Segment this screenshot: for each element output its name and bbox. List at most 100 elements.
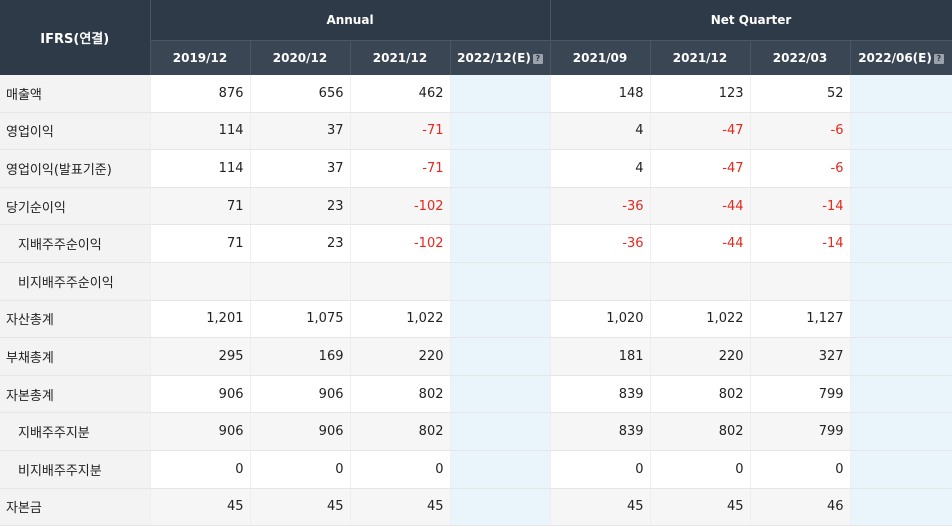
value-cell: 906 (150, 375, 251, 414)
value-cell: 1,201 (150, 300, 251, 339)
table-row: 영업이익(발표기준) 114 37 -71 4 -47 -6 (0, 149, 952, 188)
value-cell: 906 (250, 375, 351, 414)
value-cell: -14 (750, 224, 851, 263)
help-icon[interactable]: ? (532, 54, 543, 64)
row-label: 비지배주주지분 (0, 450, 151, 489)
period-label: 2022/03 (772, 51, 828, 65)
value-cell (750, 262, 851, 301)
value-cell: 1,127 (750, 300, 851, 339)
period-header-estimate: 2022/06(E)? (850, 40, 952, 75)
value-cell: -44 (650, 224, 751, 263)
period-header: 2021/09 (550, 40, 651, 75)
value-cell: 802 (350, 412, 451, 451)
value-cell (250, 262, 351, 301)
value-cell: 327 (750, 337, 851, 376)
value-cell: 799 (750, 375, 851, 414)
period-header: 2021/12 (350, 40, 451, 75)
value-cell: 37 (250, 112, 351, 151)
period-label: 2021/12 (372, 51, 428, 65)
value-cell: 1,075 (250, 300, 351, 339)
table-row: 자본총계 906 906 802 839 802 799 (0, 375, 952, 414)
value-cell (850, 450, 952, 489)
table-body: 매출액 876 656 462 148 123 52 영업이익 114 37 -71 4 -47 -6 영업… (0, 75, 952, 527)
value-cell (850, 75, 952, 113)
value-cell (450, 187, 551, 226)
table-row: 매출액 876 656 462 148 123 52 (0, 75, 952, 113)
value-cell: 45 (150, 488, 251, 527)
period-label: 2021/12 (672, 51, 728, 65)
table-row: 자산총계 1,201 1,075 1,022 1,020 1,022 1,127 (0, 300, 952, 339)
value-cell: 23 (250, 187, 351, 226)
period-label: 2019/12 (172, 51, 228, 65)
value-cell: 114 (150, 149, 251, 188)
value-cell (650, 262, 751, 301)
period-header: 2019/12 (150, 40, 251, 75)
value-cell: 802 (350, 375, 451, 414)
value-cell (850, 187, 952, 226)
row-label: 매출액 (0, 75, 151, 113)
value-cell: 45 (550, 488, 651, 527)
value-cell (450, 300, 551, 339)
value-cell: -71 (350, 149, 451, 188)
value-cell (450, 262, 551, 301)
value-cell: 295 (150, 337, 251, 376)
table-row: 부채총계 295 169 220 181 220 327 (0, 337, 952, 376)
period-header: 2021/12 (650, 40, 751, 75)
value-cell: 0 (550, 450, 651, 489)
row-label: 영업이익(발표기준) (0, 149, 151, 188)
value-cell (850, 412, 952, 451)
value-cell: 799 (750, 412, 851, 451)
value-cell (450, 488, 551, 527)
value-cell (450, 450, 551, 489)
period-label: 2020/12 (272, 51, 328, 65)
value-cell: 4 (550, 149, 651, 188)
value-cell (450, 337, 551, 376)
value-cell: 656 (250, 75, 351, 113)
value-cell: 114 (150, 112, 251, 151)
value-cell: 71 (150, 187, 251, 226)
row-label: 비지배주주순이익 (0, 262, 151, 301)
value-cell: -102 (350, 224, 451, 263)
value-cell: 876 (150, 75, 251, 113)
value-cell (850, 149, 952, 188)
table-row: 지배주주지분 906 906 802 839 802 799 (0, 412, 952, 451)
value-cell: 52 (750, 75, 851, 113)
value-cell (450, 375, 551, 414)
value-cell: -102 (350, 187, 451, 226)
row-label: 영업이익 (0, 112, 151, 151)
value-cell: -36 (550, 187, 651, 226)
value-cell: 4 (550, 112, 651, 151)
row-label: 지배주주지분 (0, 412, 151, 451)
value-cell: 1,020 (550, 300, 651, 339)
value-cell: 220 (650, 337, 751, 376)
value-cell (850, 262, 952, 301)
value-cell: 181 (550, 337, 651, 376)
row-label: 부채총계 (0, 337, 151, 376)
period-header: 2022/03 (750, 40, 851, 75)
value-cell: 0 (650, 450, 751, 489)
period-label: 2022/06(E) (858, 51, 932, 65)
value-cell: -71 (350, 112, 451, 151)
value-cell: 71 (150, 224, 251, 263)
value-cell: 45 (350, 488, 451, 527)
value-cell (550, 262, 651, 301)
period-header: 2020/12 (250, 40, 351, 75)
value-cell: 839 (550, 412, 651, 451)
value-cell: 169 (250, 337, 351, 376)
value-cell (450, 75, 551, 113)
value-cell (450, 412, 551, 451)
value-cell: 1,022 (350, 300, 451, 339)
value-cell: 462 (350, 75, 451, 113)
value-cell (850, 488, 952, 527)
value-cell: 46 (750, 488, 851, 527)
value-cell: 839 (550, 375, 651, 414)
value-cell: -44 (650, 187, 751, 226)
value-cell: 0 (350, 450, 451, 489)
value-cell: 37 (250, 149, 351, 188)
table-row: 지배주주순이익 71 23 -102 -36 -44 -14 (0, 224, 952, 263)
accounting-standard-header: IFRS(연결) (0, 0, 151, 75)
period-label: 2021/09 (572, 51, 628, 65)
value-cell: 802 (650, 412, 751, 451)
help-icon[interactable]: ? (933, 54, 944, 64)
